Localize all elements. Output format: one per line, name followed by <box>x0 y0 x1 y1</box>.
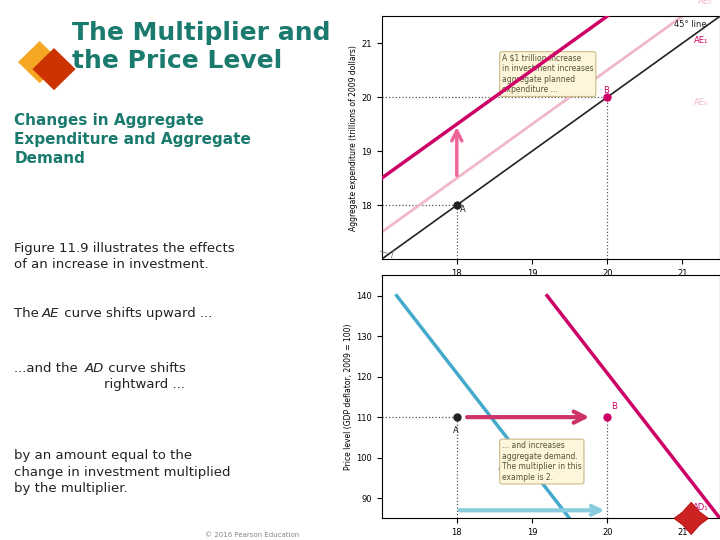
Text: B: B <box>611 402 617 411</box>
Text: (a) Aggregate expenditure: (a) Aggregate expenditure <box>382 300 529 310</box>
Text: A: A <box>460 205 466 214</box>
Text: A: A <box>453 427 459 435</box>
Text: curve shifts upward ...: curve shifts upward ... <box>60 307 212 320</box>
Text: AE₀: AE₀ <box>694 98 708 107</box>
Text: AE: AE <box>42 307 59 320</box>
Text: curve shifts
rightward ...: curve shifts rightward ... <box>104 362 186 392</box>
Text: ... and increases
aggregate demand.
The multiplier in this
example is 2.: ... and increases aggregate demand. The … <box>502 442 582 482</box>
Y-axis label: Price level (GDP deflator, 2009 = 100): Price level (GDP deflator, 2009 = 100) <box>344 323 354 470</box>
Polygon shape <box>18 41 61 83</box>
Text: The: The <box>14 307 43 320</box>
Text: 45° line: 45° line <box>674 20 706 29</box>
Polygon shape <box>32 48 76 90</box>
Text: AE₁: AE₁ <box>694 36 708 45</box>
Polygon shape <box>674 502 708 535</box>
Text: B: B <box>603 86 609 95</box>
Text: AD: AD <box>85 362 104 375</box>
Text: AE₀: AE₀ <box>698 0 713 6</box>
Text: Figure 11.9 illustrates the effects
of an increase in investment.: Figure 11.9 illustrates the effects of a… <box>14 242 235 272</box>
Text: © 2016 Pearson Education: © 2016 Pearson Education <box>205 532 299 538</box>
Y-axis label: Aggregate expenditure (trillions of 2009 dollars): Aggregate expenditure (trillions of 2009… <box>349 45 359 231</box>
X-axis label: Real GDP (trillions of 2009 dollars): Real GDP (trillions of 2009 dollars) <box>479 284 623 293</box>
Text: A $1 trillion increase
in investment increases
aggregate planned
expenditure ...: A $1 trillion increase in investment inc… <box>502 54 593 94</box>
Text: /: / <box>391 248 395 259</box>
Text: AD₁: AD₁ <box>693 503 708 512</box>
Text: by an amount equal to the
change in investment multiplied
by the multiplier.: by an amount equal to the change in inve… <box>14 449 231 495</box>
Text: AD₀: AD₀ <box>498 463 514 472</box>
Text: The Multiplier and
the Price Level: The Multiplier and the Price Level <box>72 21 330 72</box>
Text: Changes in Aggregate
Expenditure and Aggregate
Demand: Changes in Aggregate Expenditure and Agg… <box>14 113 251 166</box>
Text: /: / <box>381 250 391 253</box>
Text: ...and the: ...and the <box>14 362 82 375</box>
